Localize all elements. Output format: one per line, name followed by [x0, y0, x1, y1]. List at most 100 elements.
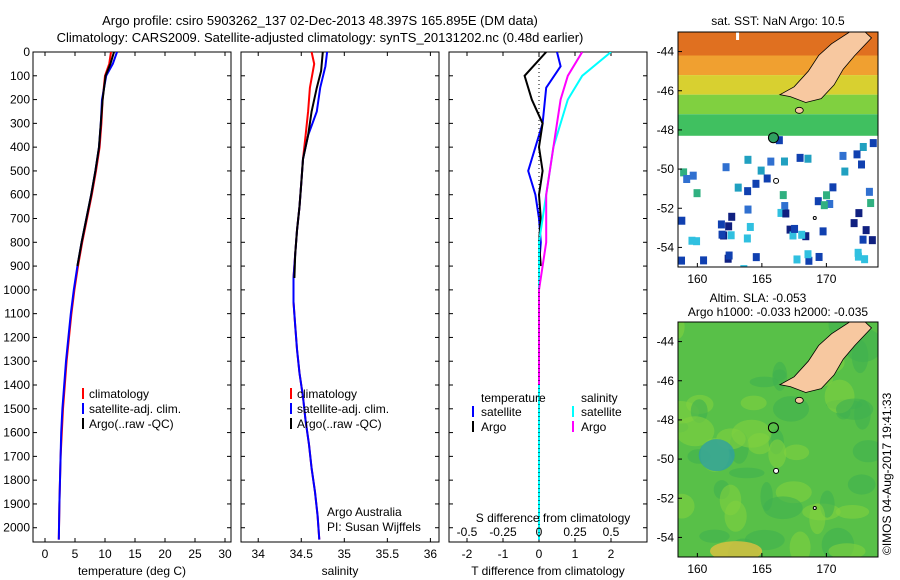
sla-blob	[729, 467, 765, 479]
y-tick-label: 1200	[3, 330, 30, 344]
map-y-tick-label: -44	[657, 45, 675, 59]
sst-cell	[841, 167, 849, 176]
map-y-tick-label: -54	[657, 530, 675, 544]
sst-cell	[814, 197, 822, 206]
y-tick-label: 1500	[3, 402, 30, 416]
argo-float-marker	[767, 132, 779, 144]
sst-cell	[700, 256, 708, 265]
map-field	[678, 32, 878, 267]
sst-cell	[859, 235, 867, 244]
sst-cell	[850, 219, 858, 228]
sla-blob	[852, 440, 878, 463]
legend-label: Argo(..raw -QC)	[89, 417, 174, 431]
x-tick-label: 35.5	[376, 547, 400, 561]
legend-label: temperature	[481, 391, 546, 405]
sla-blob	[768, 439, 787, 468]
x2-axis-label: S difference from climatology	[476, 511, 631, 525]
sst-cell	[819, 227, 827, 236]
sst-cell	[743, 234, 751, 243]
land-new-zealand	[778, 322, 873, 393]
sst-cell	[789, 231, 797, 240]
legend-label: Argo(..raw -QC)	[297, 417, 382, 431]
legend-label: Argo	[581, 420, 607, 434]
map-x-tick-label: 165	[752, 562, 772, 576]
x-tick-label: 5	[72, 547, 79, 561]
plot-frame	[240, 51, 440, 543]
sst-cell	[829, 183, 837, 192]
y-tick-label: 500	[10, 164, 30, 178]
sst-cell	[752, 253, 760, 262]
plot-frame	[448, 51, 648, 543]
x-tick-label: 36	[424, 547, 438, 561]
x-tick-label: 34	[252, 547, 266, 561]
x-tick-label: -1	[498, 547, 509, 561]
legend-label: satellite-adj. clim.	[89, 402, 181, 416]
x-tick-label: 20	[158, 547, 172, 561]
legend-label: satellite	[581, 405, 622, 419]
profile-panel-2: 34 34.5 35 35.5 36 salinity climatologysatelli…	[240, 51, 440, 578]
sla-high	[710, 541, 763, 557]
sla-blob	[783, 444, 810, 461]
sla-blob	[699, 529, 730, 543]
profile-panels: 0100200300400500600700800900100011001200…	[3, 45, 648, 578]
y-tick-label: 800	[10, 235, 30, 249]
sst-cell	[798, 230, 806, 239]
sla-blob	[772, 361, 788, 391]
y-tick-label: 200	[10, 93, 30, 107]
sst-cell	[678, 256, 686, 265]
sst-cell	[779, 191, 787, 200]
sst-cell	[678, 216, 686, 225]
sst-cell	[746, 222, 754, 231]
sst-cell	[680, 168, 688, 177]
map-y-tick-label: -46	[657, 84, 675, 98]
sst-cell	[823, 191, 831, 200]
sla-blob	[789, 531, 811, 557]
sst-cell	[693, 189, 701, 198]
sst-cell	[853, 150, 861, 159]
legend-label: satellite-adj. clim.	[297, 402, 389, 416]
sst-cell	[777, 208, 785, 217]
sla-blob	[740, 395, 767, 411]
sst-cell	[815, 252, 823, 261]
sst-cell	[740, 265, 748, 267]
sst-cell	[867, 199, 875, 208]
sst-cell	[804, 250, 812, 259]
sla-blob	[678, 416, 715, 447]
sst-cell	[802, 232, 810, 241]
x-tick-label: 0	[42, 547, 49, 561]
sst-cell	[861, 255, 869, 264]
profile-panel-3: -2 -1 0 1 2 T difference from climatology -0.5…	[448, 51, 648, 578]
sla-blob	[847, 474, 876, 495]
sst-gap	[736, 32, 740, 40]
x2-tick-label: 0.5	[603, 525, 620, 539]
map-title: Altim. SLA: -0.053	[710, 291, 807, 305]
sla-blob	[835, 398, 874, 420]
sst-cell	[868, 236, 876, 245]
sla-blob	[763, 496, 803, 520]
land-auckland-islands	[773, 467, 780, 474]
sst-cell	[826, 199, 834, 208]
sst-cell	[693, 237, 701, 246]
x2-tick-label: -0.25	[489, 525, 517, 539]
x-tick-label: 15	[128, 547, 142, 561]
sst-cell	[865, 187, 873, 196]
sst-cell	[767, 157, 775, 166]
map-y-tick-label: -48	[657, 413, 675, 427]
map-x-tick-label: 160	[687, 562, 707, 576]
figure-title-line1: Argo profile: csiro 5903262_137 02-Dec-2…	[102, 13, 538, 28]
sst-cell	[854, 248, 862, 257]
map-panel-1: -44 -46 -48 -50 -52 -54 160 165 170 sat. SST: NaN…	[657, 14, 879, 286]
y-tick-label: 1000	[3, 283, 30, 297]
y-tick-label: 1300	[3, 354, 30, 368]
figure-title-line2: Climatology: CARS2009. Satellite-adjuste…	[56, 30, 584, 45]
x-tick-label: 0	[536, 547, 543, 561]
sla-low	[698, 439, 735, 472]
legend-label: salinity	[581, 391, 618, 405]
x-tick-label: 30	[218, 547, 232, 561]
land-new-zealand	[778, 32, 873, 103]
annotation: Argo Australia	[327, 505, 402, 519]
x-tick-label: 25	[188, 547, 202, 561]
sla-blob	[851, 340, 869, 374]
sst-cell	[689, 171, 697, 180]
